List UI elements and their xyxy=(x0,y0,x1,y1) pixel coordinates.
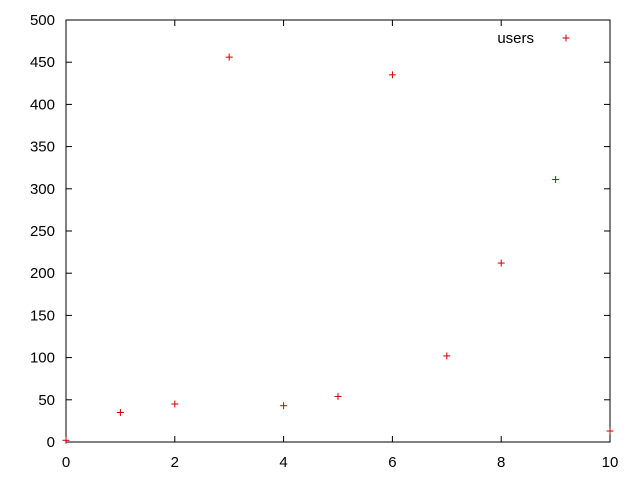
x-tick-label: 8 xyxy=(497,454,505,471)
y-tick-label: 400 xyxy=(30,96,55,113)
data-point xyxy=(334,392,342,400)
data-point xyxy=(606,427,614,435)
y-tick-label: 150 xyxy=(30,307,55,324)
y-tick-label: 300 xyxy=(30,181,55,198)
legend: users xyxy=(497,30,570,47)
data-point xyxy=(116,408,124,416)
data-points xyxy=(62,53,614,444)
data-point xyxy=(552,176,560,184)
y-tick-label: 0 xyxy=(47,434,55,451)
y-tick-label: 450 xyxy=(30,54,55,71)
x-tick-label: 0 xyxy=(62,454,70,471)
legend-label: users xyxy=(497,30,534,47)
data-point xyxy=(62,436,70,444)
y-tick-label: 100 xyxy=(30,350,55,367)
data-point xyxy=(388,71,396,79)
data-point xyxy=(497,259,505,267)
y-tick-label: 50 xyxy=(38,392,55,409)
legend-marker xyxy=(562,34,570,42)
data-point xyxy=(171,400,179,408)
y-tick-label: 250 xyxy=(30,223,55,240)
x-tick-label: 2 xyxy=(171,454,179,471)
x-tick-label: 4 xyxy=(279,454,287,471)
legend-plus-marker xyxy=(562,34,570,42)
y-tick-label: 350 xyxy=(30,139,55,156)
data-point xyxy=(443,352,451,360)
x-tick-label: 10 xyxy=(602,454,619,471)
plot-frame xyxy=(65,19,611,443)
axis-ticks xyxy=(65,19,611,443)
y-tick-label: 500 xyxy=(30,12,55,29)
data-point xyxy=(225,53,233,61)
data-point xyxy=(280,402,288,410)
x-tick-label: 6 xyxy=(388,454,396,471)
y-tick-label: 200 xyxy=(30,265,55,282)
